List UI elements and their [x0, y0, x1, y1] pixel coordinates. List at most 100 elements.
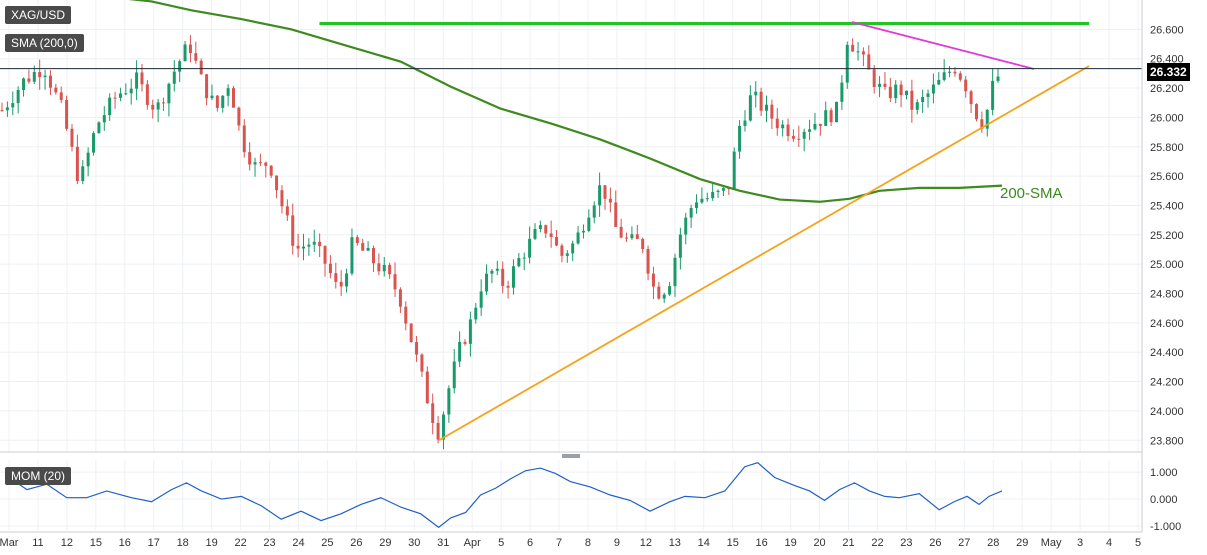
candle [258, 162, 262, 164]
sma-indicator-badge[interactable]: SMA (200,0) [5, 34, 84, 52]
candle [226, 88, 230, 96]
candle [894, 84, 898, 99]
candle [183, 44, 187, 62]
symbol-badge[interactable]: XAG/USD [5, 6, 72, 24]
x-tick-label: 31 [437, 537, 449, 549]
candle [474, 307, 478, 320]
candle [65, 100, 69, 129]
candle [269, 165, 273, 176]
candle [92, 133, 96, 153]
candle [856, 51, 860, 53]
candle [684, 217, 688, 235]
candle [194, 53, 198, 61]
candle [162, 102, 166, 104]
x-tick-label: 28 [987, 537, 999, 549]
candle [479, 291, 483, 308]
candle [86, 152, 90, 167]
x-tick-label: 16 [119, 537, 131, 549]
x-tick-label: 12 [640, 537, 652, 549]
momentum-line [6, 462, 1003, 529]
candle [754, 91, 758, 96]
current-price-tag: 26.332 [1147, 63, 1190, 81]
candle [695, 202, 699, 209]
candle [431, 403, 435, 423]
candle [657, 286, 661, 299]
y-tick-label: 24.000 [1150, 406, 1184, 418]
candle [878, 83, 882, 87]
candle [108, 97, 112, 116]
candle [996, 76, 1000, 81]
candle [619, 226, 623, 238]
candle [0, 110, 4, 112]
candle [581, 230, 585, 233]
candle [598, 185, 602, 206]
candle [27, 78, 31, 82]
candle [716, 190, 720, 193]
candle [915, 102, 919, 110]
falling-trendline [851, 21, 1035, 70]
candle [32, 72, 36, 82]
candle [382, 264, 386, 272]
panel-resize-handle[interactable] [562, 454, 580, 458]
candle [409, 323, 413, 342]
candle [937, 79, 941, 85]
candle [818, 123, 822, 126]
candle [398, 289, 402, 307]
candle [323, 246, 327, 264]
grid [0, 0, 1142, 530]
candle [974, 104, 978, 120]
candle [447, 388, 451, 415]
candle [603, 185, 607, 199]
y-tick-label: 23.800 [1150, 435, 1184, 447]
candle [151, 104, 155, 110]
candle [232, 88, 236, 108]
x-tick-label: 12 [61, 537, 73, 549]
candle [549, 233, 553, 238]
candle [630, 234, 634, 239]
candle [808, 129, 812, 132]
candle [178, 61, 182, 72]
candle [59, 92, 63, 101]
candle [765, 104, 769, 111]
x-tick-label: 7 [556, 537, 562, 549]
momentum-indicator-badge[interactable]: MOM (20) [5, 467, 71, 485]
candle [565, 253, 569, 256]
candle [371, 247, 375, 264]
candle [528, 238, 532, 258]
candle [802, 131, 806, 139]
candle [743, 120, 747, 126]
candle [124, 93, 128, 95]
candle [587, 217, 591, 231]
candle [571, 243, 575, 254]
candle [5, 107, 9, 111]
candle [350, 237, 354, 274]
candle [280, 190, 284, 207]
candle [318, 241, 322, 247]
candle [501, 268, 505, 286]
candle [840, 82, 844, 102]
momentum-panel [6, 462, 1003, 529]
candle [345, 273, 349, 287]
candle [199, 60, 203, 75]
x-tick-label: 23 [263, 537, 275, 549]
candle [70, 128, 74, 147]
candle [538, 225, 542, 229]
y-tick-label: 24.600 [1150, 318, 1184, 330]
x-tick-label: 15 [90, 537, 102, 549]
candle [926, 93, 930, 97]
candle [748, 95, 752, 121]
candle [205, 74, 209, 99]
x-tick-label: 18 [177, 537, 189, 549]
price-panel [0, 0, 1142, 450]
candle [969, 91, 973, 105]
x-tick-label: 6 [527, 537, 533, 549]
x-tick-label: 3 [1077, 537, 1083, 549]
x-tick-label: 17 [148, 537, 160, 549]
candle [388, 264, 392, 275]
x-tick-label: Mar [0, 537, 19, 549]
candle [883, 83, 887, 87]
y-tick-label: 25.200 [1150, 230, 1184, 242]
candle [689, 208, 693, 218]
candle [668, 286, 672, 295]
y-tick-label: 25.400 [1150, 200, 1184, 212]
